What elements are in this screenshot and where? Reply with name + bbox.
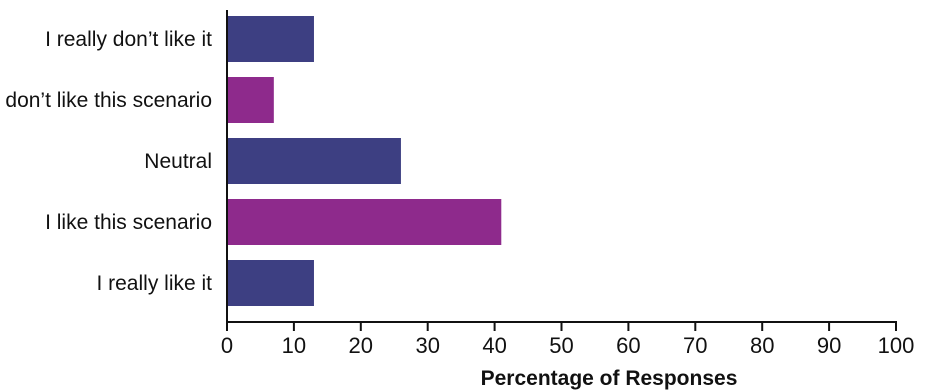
x-ticks-group: 0 10 20 30 40 50 60 70 80 90 100 <box>221 322 914 358</box>
x-tick-label-0: 0 <box>221 333 233 358</box>
x-tick-label-3: 30 <box>415 333 439 358</box>
bar-2 <box>227 138 401 184</box>
bars-group <box>227 16 502 306</box>
x-tick-label-7: 70 <box>683 333 707 358</box>
bar-0 <box>227 16 314 62</box>
x-tick-label-9: 90 <box>817 333 841 358</box>
bar-1 <box>227 77 274 123</box>
bar-4 <box>227 260 314 306</box>
category-label-3: I like this scenario <box>45 211 212 234</box>
x-tick-label-4: 40 <box>482 333 506 358</box>
x-tick-label-2: 20 <box>349 333 373 358</box>
x-tick-label-8: 80 <box>750 333 774 358</box>
category-label-0: I really don’t like it <box>45 28 212 51</box>
x-tick-label-10: 100 <box>878 333 915 358</box>
x-tick-label-5: 50 <box>549 333 573 358</box>
bar-3 <box>227 199 502 245</box>
x-tick-label-1: 10 <box>282 333 306 358</box>
category-labels-group: I really don’t like it I don’t like this … <box>0 28 212 295</box>
category-label-1: I don’t like this scenario <box>0 89 212 112</box>
category-label-2: Neutral <box>144 150 212 173</box>
x-axis-title: Percentage of Responses <box>481 367 738 390</box>
category-label-4: I really like it <box>96 272 212 295</box>
x-tick-label-6: 60 <box>616 333 640 358</box>
